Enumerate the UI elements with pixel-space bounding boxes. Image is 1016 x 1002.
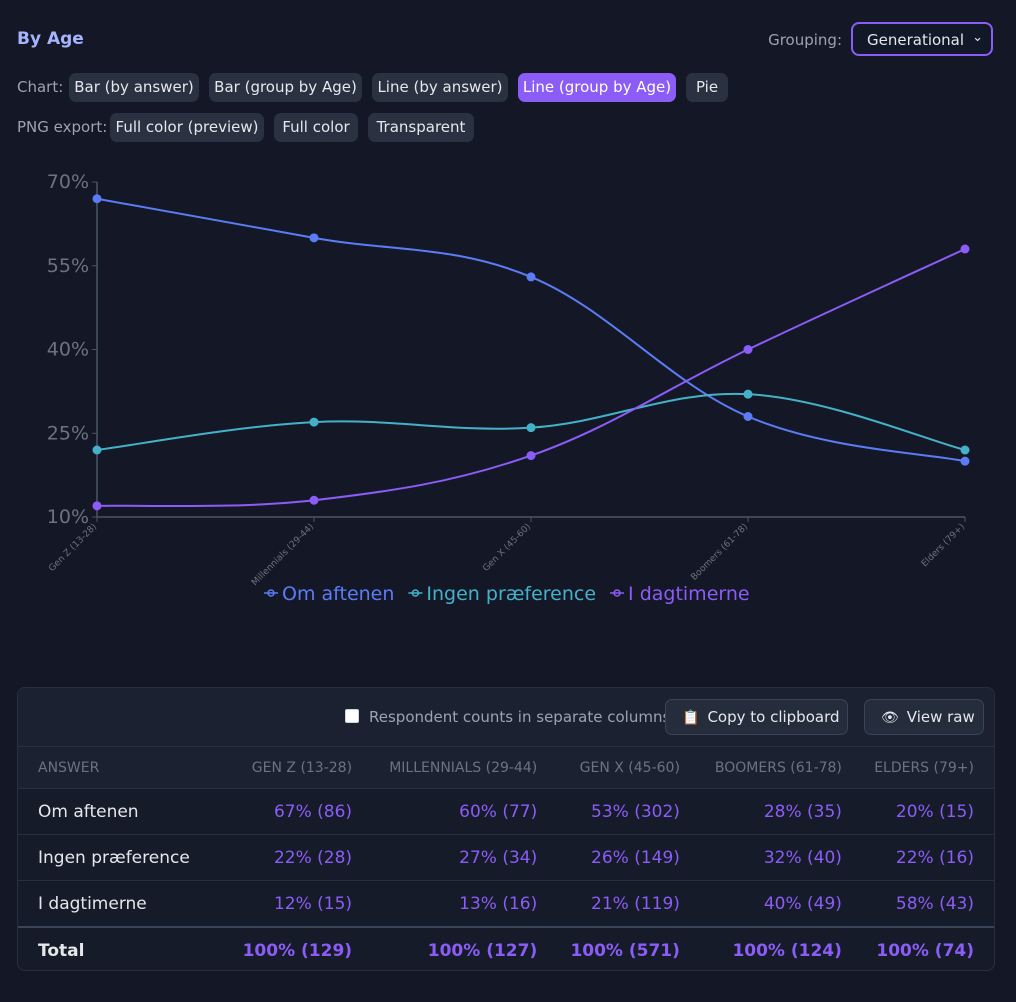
data-point	[309, 495, 319, 505]
data-point	[309, 233, 319, 243]
answer-cell: Om aftenen	[18, 788, 230, 835]
chart-type-label: Chart:	[17, 78, 64, 96]
chart-option-line-group-by-age[interactable]: Line (group by Age)	[518, 73, 676, 102]
x-tick-label: Millennials (29-44)	[250, 522, 316, 588]
value-cell: 21% (119)	[557, 880, 700, 928]
export-full-color-button[interactable]: Full color	[274, 113, 358, 142]
chevron-down-icon: ⌄	[972, 30, 983, 45]
total-cell: 100% (124)	[699, 926, 862, 970]
chart-option-line-by-answer[interactable]: Line (by answer)	[372, 73, 508, 102]
eye-icon: 👁	[881, 710, 899, 726]
x-tick-label: Gen X (45-60)	[481, 522, 533, 574]
column-header: ELDERS (79+)	[861, 746, 994, 789]
y-tick-label: 10%	[47, 506, 89, 528]
data-point	[92, 194, 102, 204]
png-export-label: PNG export:	[17, 118, 108, 136]
value-cell: 13% (16)	[372, 880, 558, 928]
answer-cell: I dagtimerne	[18, 880, 230, 928]
data-point	[960, 445, 970, 455]
total-cell: 100% (74)	[861, 926, 994, 970]
line-chart: Gen Z (13-28) Millennials (29-44) Gen X (4…	[47, 171, 970, 605]
answer-cell: Ingen præference	[18, 834, 230, 881]
view-raw-label: View raw	[906, 708, 975, 726]
chart-option-pie[interactable]: Pie	[686, 73, 728, 102]
data-point	[309, 417, 319, 427]
value-cell: 20% (15)	[861, 788, 994, 835]
table-row: Ingen præference 22% (28) 27% (34) 26% (…	[18, 834, 994, 881]
value-cell: 12% (15)	[229, 880, 373, 928]
data-point	[526, 451, 536, 461]
grouping-select[interactable]: Generational ⌄	[851, 22, 993, 56]
table-toolbar: Respondent counts in separate columns 📋 C…	[18, 688, 994, 746]
value-cell: 32% (40)	[699, 834, 862, 881]
series-line	[96, 197, 966, 463]
column-header: ANSWER	[18, 746, 230, 789]
value-cell: 28% (35)	[699, 788, 862, 835]
table-row: Om aftenen 67% (86) 60% (77) 53% (302) 2…	[18, 788, 994, 835]
respondent-counts-checkbox[interactable]	[345, 709, 359, 723]
total-cell: 100% (571)	[557, 926, 700, 970]
data-point	[960, 456, 970, 466]
table-header-row: ANSWER GEN Z (13-28) MILLENNIALS (29-44)…	[18, 746, 994, 789]
copy-to-clipboard-label: Copy to clipboard	[707, 708, 840, 726]
data-point	[526, 423, 536, 433]
data-point	[960, 244, 970, 254]
export-full-color-preview-button[interactable]: Full color (preview)	[110, 113, 264, 142]
copy-to-clipboard-button[interactable]: 📋 Copy to clipboard	[665, 699, 848, 735]
value-cell: 22% (28)	[229, 834, 373, 881]
total-cell: 100% (129)	[229, 926, 373, 970]
column-header: GEN Z (13-28)	[229, 746, 373, 789]
column-header: MILLENNIALS (29-44)	[372, 746, 558, 789]
y-tick-label: 70%	[47, 171, 89, 193]
legend-marker	[411, 589, 420, 597]
data-point	[526, 272, 536, 282]
value-cell: 53% (302)	[557, 788, 700, 835]
value-cell: 40% (49)	[699, 880, 862, 928]
data-point	[92, 501, 102, 511]
value-cell: 27% (34)	[372, 834, 558, 881]
column-header: GEN X (45-60)	[557, 746, 700, 789]
x-tick-label: Boomers (61-78)	[689, 522, 750, 583]
value-cell: 26% (149)	[557, 834, 700, 881]
data-point	[743, 412, 753, 421]
view-raw-button[interactable]: 👁 View raw	[864, 699, 984, 735]
value-cell: 58% (43)	[861, 880, 994, 928]
legend-label: Ingen præference	[426, 583, 596, 605]
results-table: ANSWER GEN Z (13-28) MILLENNIALS (29-44)…	[18, 746, 994, 970]
legend-marker	[613, 589, 621, 597]
value-cell: 60% (77)	[372, 788, 558, 835]
value-cell: 22% (16)	[861, 834, 994, 881]
total-label-cell: Total	[18, 926, 230, 970]
data-point	[92, 445, 102, 455]
legend-marker	[267, 589, 275, 597]
y-tick-label: 40%	[47, 339, 89, 361]
legend-label: I dagtimerne	[628, 583, 750, 605]
page-title: By Age	[17, 29, 84, 49]
column-header: BOOMERS (61-78)	[699, 746, 862, 789]
grouping-select-value: Generational	[867, 31, 965, 49]
legend-label: Om aftenen	[282, 583, 394, 605]
respondent-counts-label: Respondent counts in separate columns	[369, 708, 671, 726]
y-tick-label: 55%	[47, 255, 89, 277]
chart-option-bar-by-answer[interactable]: Bar (by answer)	[69, 73, 199, 102]
table-total-row: Total 100% (129) 100% (127) 100% (571) 1…	[18, 926, 994, 970]
data-point	[743, 345, 753, 354]
results-table-card: Respondent counts in separate columns 📋 C…	[17, 687, 995, 971]
table-row: I dagtimerne 12% (15) 13% (16) 21% (119)…	[18, 880, 994, 928]
clipboard-icon: 📋	[682, 710, 700, 726]
grouping-label: Grouping:	[768, 31, 842, 49]
x-tick-label: Gen Z (13-28)	[47, 522, 99, 574]
total-cell: 100% (127)	[372, 926, 558, 970]
value-cell: 67% (86)	[229, 788, 373, 835]
y-tick-label: 25%	[47, 422, 89, 444]
chart-option-bar-group-by-age[interactable]: Bar (group by Age)	[209, 73, 362, 102]
x-tick-label: Elders (79+)	[920, 522, 967, 569]
export-transparent-button[interactable]: Transparent	[368, 113, 474, 142]
data-point	[743, 389, 753, 399]
series-line	[96, 248, 966, 508]
